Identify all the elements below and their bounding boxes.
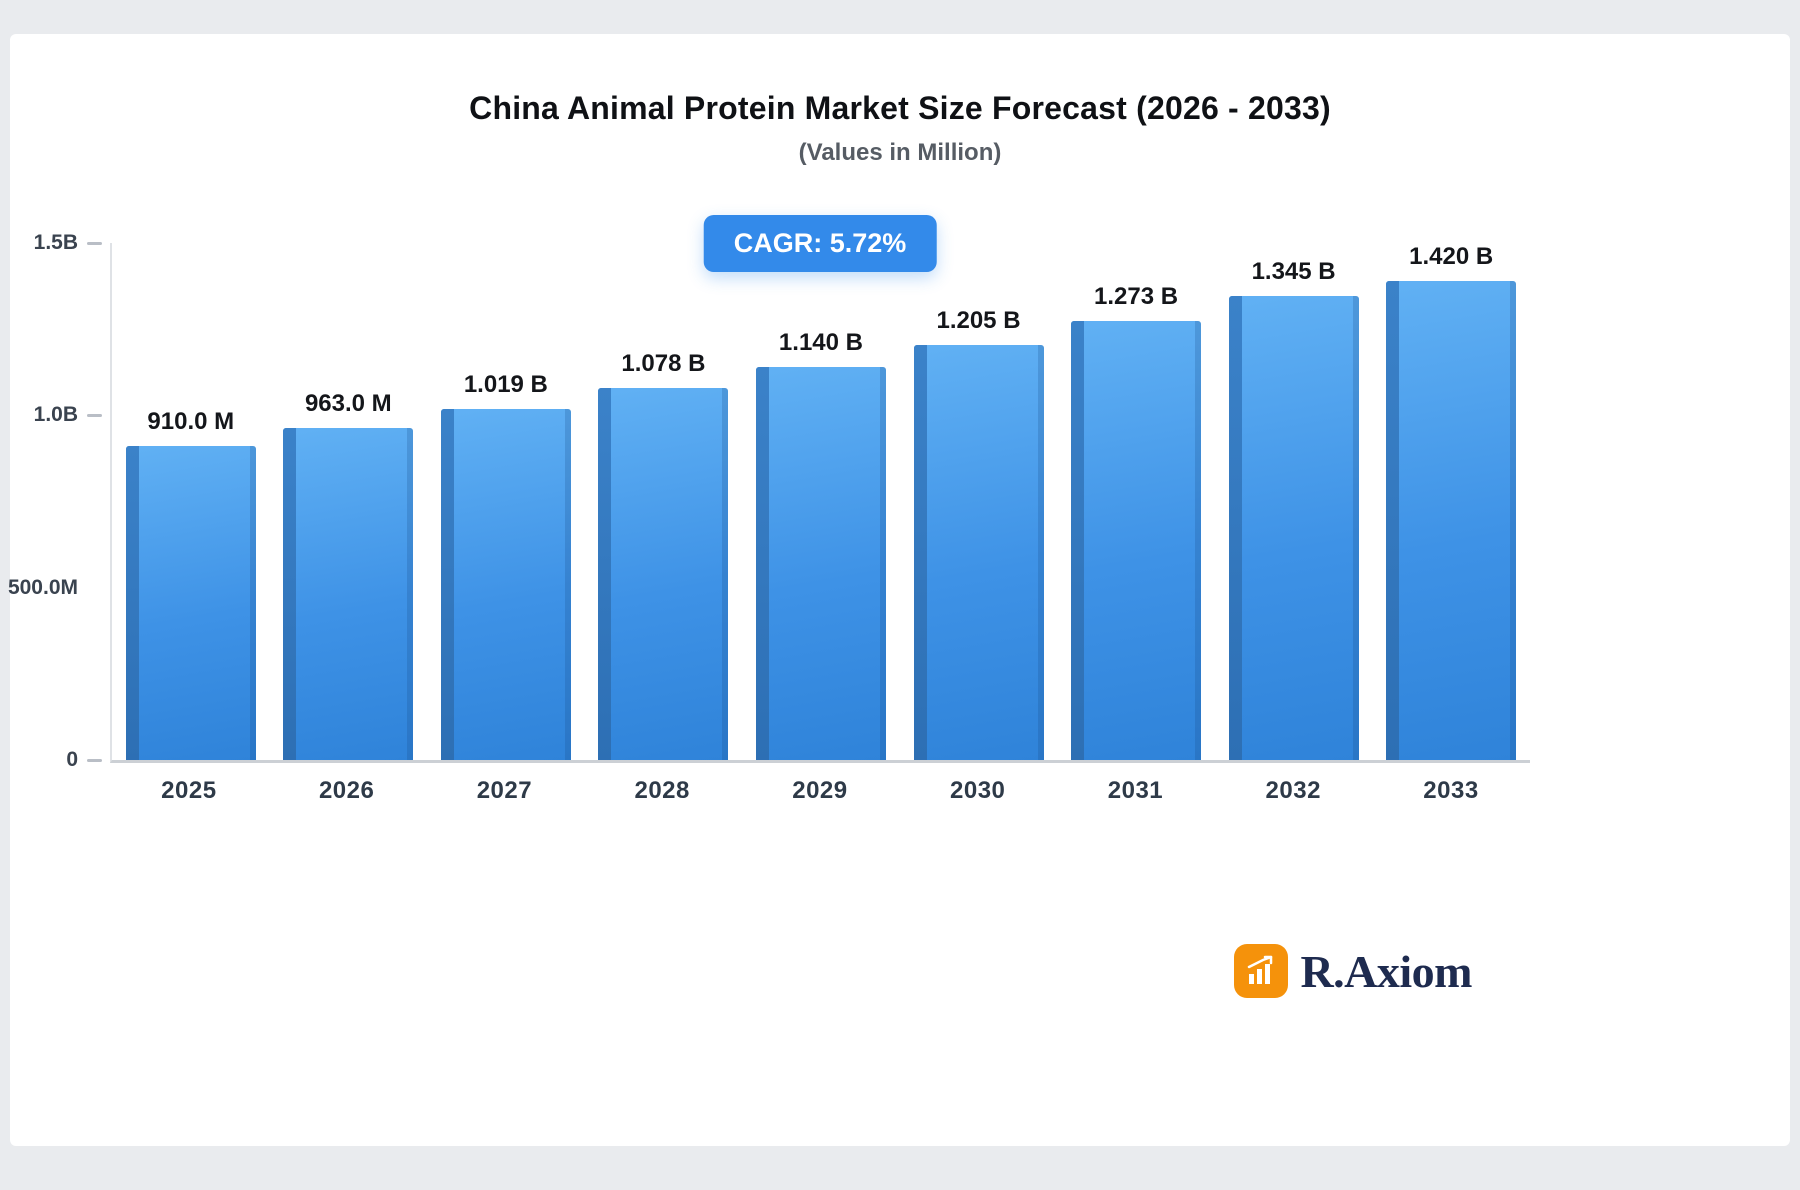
x-axis-label: 2033	[1423, 777, 1479, 804]
y-axis-tick: 500.0M	[8, 576, 102, 600]
bar-side-shade	[1071, 321, 1085, 760]
bar-column: 1.140 B	[742, 243, 900, 760]
x-axis-label: 2025	[161, 777, 217, 804]
bar-value-label: 1.078 B	[621, 350, 706, 378]
bar-side-shade	[440, 408, 454, 760]
chart-subtitle: (Values in Million)	[798, 139, 1002, 166]
cagr-badge: CAGR: 5.72%	[703, 215, 937, 272]
plot-area: 910.0 M 963.0 M 1.019 B 1.078 B 1.140 B 1.205…	[8, 231, 1530, 771]
bar-edge-shade	[1352, 296, 1359, 760]
bars-container: 910.0 M 963.0 M 1.019 B 1.078 B 1.140 B 1.205…	[112, 243, 1530, 760]
bar-edge-shade	[564, 408, 571, 760]
bar-edge-shade	[1037, 344, 1044, 760]
bar	[283, 428, 414, 760]
x-axis-label: 2030	[950, 777, 1006, 804]
bar-edge-shade	[879, 367, 886, 760]
y-axis-tick: 1.5B	[34, 231, 102, 255]
x-axis-label: 2032	[1265, 777, 1321, 804]
bar	[913, 344, 1044, 760]
y-axis-tick: 0	[66, 748, 102, 772]
bar-column: 1.273 B	[1057, 243, 1215, 760]
bar-value-label: 1.273 B	[1094, 283, 1179, 311]
bar-value-label: 1.019 B	[463, 370, 548, 398]
y-axis-tick-label: 1.5B	[33, 231, 78, 254]
y-axis-tick: 1.0B	[34, 403, 102, 427]
x-axis-label: 2031	[1107, 777, 1164, 804]
bar-side-shade	[125, 446, 139, 760]
bar-edge-shade	[249, 446, 256, 760]
bar-side-shade	[1386, 281, 1400, 760]
bar	[440, 408, 571, 760]
bar	[598, 388, 729, 760]
y-axis-tick-label: 1.0B	[33, 403, 78, 427]
bar	[1386, 281, 1517, 760]
y-axis-tick-label: 500.0M	[7, 575, 78, 599]
bar	[1071, 321, 1202, 760]
y-axis-tick-mark	[87, 758, 102, 762]
bar-value-label: 1.420 B	[1409, 243, 1494, 270]
y-axis-tick-label: 0	[66, 748, 78, 771]
bar-edge-shade	[722, 388, 729, 760]
bar-column: 963.0 M	[270, 243, 428, 760]
y-axis-tick-mark	[87, 413, 102, 417]
x-axis-label: 2027	[476, 777, 533, 804]
bar-column: 1.420 B	[1372, 243, 1530, 760]
bar-edge-shade	[407, 428, 414, 760]
bar-column: 1.205 B	[900, 243, 1058, 760]
brand-logo: R.Axiom	[1234, 944, 1472, 998]
bar	[755, 367, 886, 760]
bar-value-label: 1.345 B	[1251, 258, 1336, 286]
bar-edge-shade	[1510, 281, 1517, 760]
x-axis-label: 2028	[634, 777, 690, 804]
bar-side-shade	[913, 344, 927, 760]
x-axis-label: 2026	[318, 777, 375, 804]
bar-side-shade	[283, 428, 297, 760]
bar-column: 1.019 B	[427, 243, 585, 760]
bar-edge-shade	[1195, 321, 1202, 760]
bar-column: 1.345 B	[1215, 243, 1373, 760]
chart-title: China Animal Protein Market Size Forecas…	[469, 90, 1331, 126]
x-axis-labels: 2025 2026 2027 2028 2029 2030 2031 2032 2033	[110, 777, 1530, 805]
chart-card: China Animal Protein Market Size Forecas…	[8, 34, 1790, 1146]
bar-value-label: 910.0 M	[147, 408, 235, 436]
bar-side-shade	[755, 367, 769, 760]
bar-value-label: 1.205 B	[936, 306, 1021, 334]
bar	[125, 446, 256, 760]
bar-side-shade	[598, 388, 612, 760]
bar	[1228, 296, 1359, 760]
bar-column: 910.0 M	[112, 243, 270, 760]
x-axis-label: 2029	[792, 777, 848, 804]
raxiom-logo-icon	[1234, 944, 1289, 998]
bar-chart: CAGR: 5.72% 910.0 M 963.0 M 1.019 B 1.078 B…	[8, 215, 1530, 805]
bar-value-label: 963.0 M	[304, 390, 392, 418]
bar-value-label: 1.140 B	[778, 329, 863, 357]
brand-name: R.Axiom	[1300, 945, 1472, 997]
bar-side-shade	[1228, 296, 1242, 760]
y-axis-tick-mark	[87, 241, 102, 245]
bar-column: 1.078 B	[585, 243, 743, 760]
